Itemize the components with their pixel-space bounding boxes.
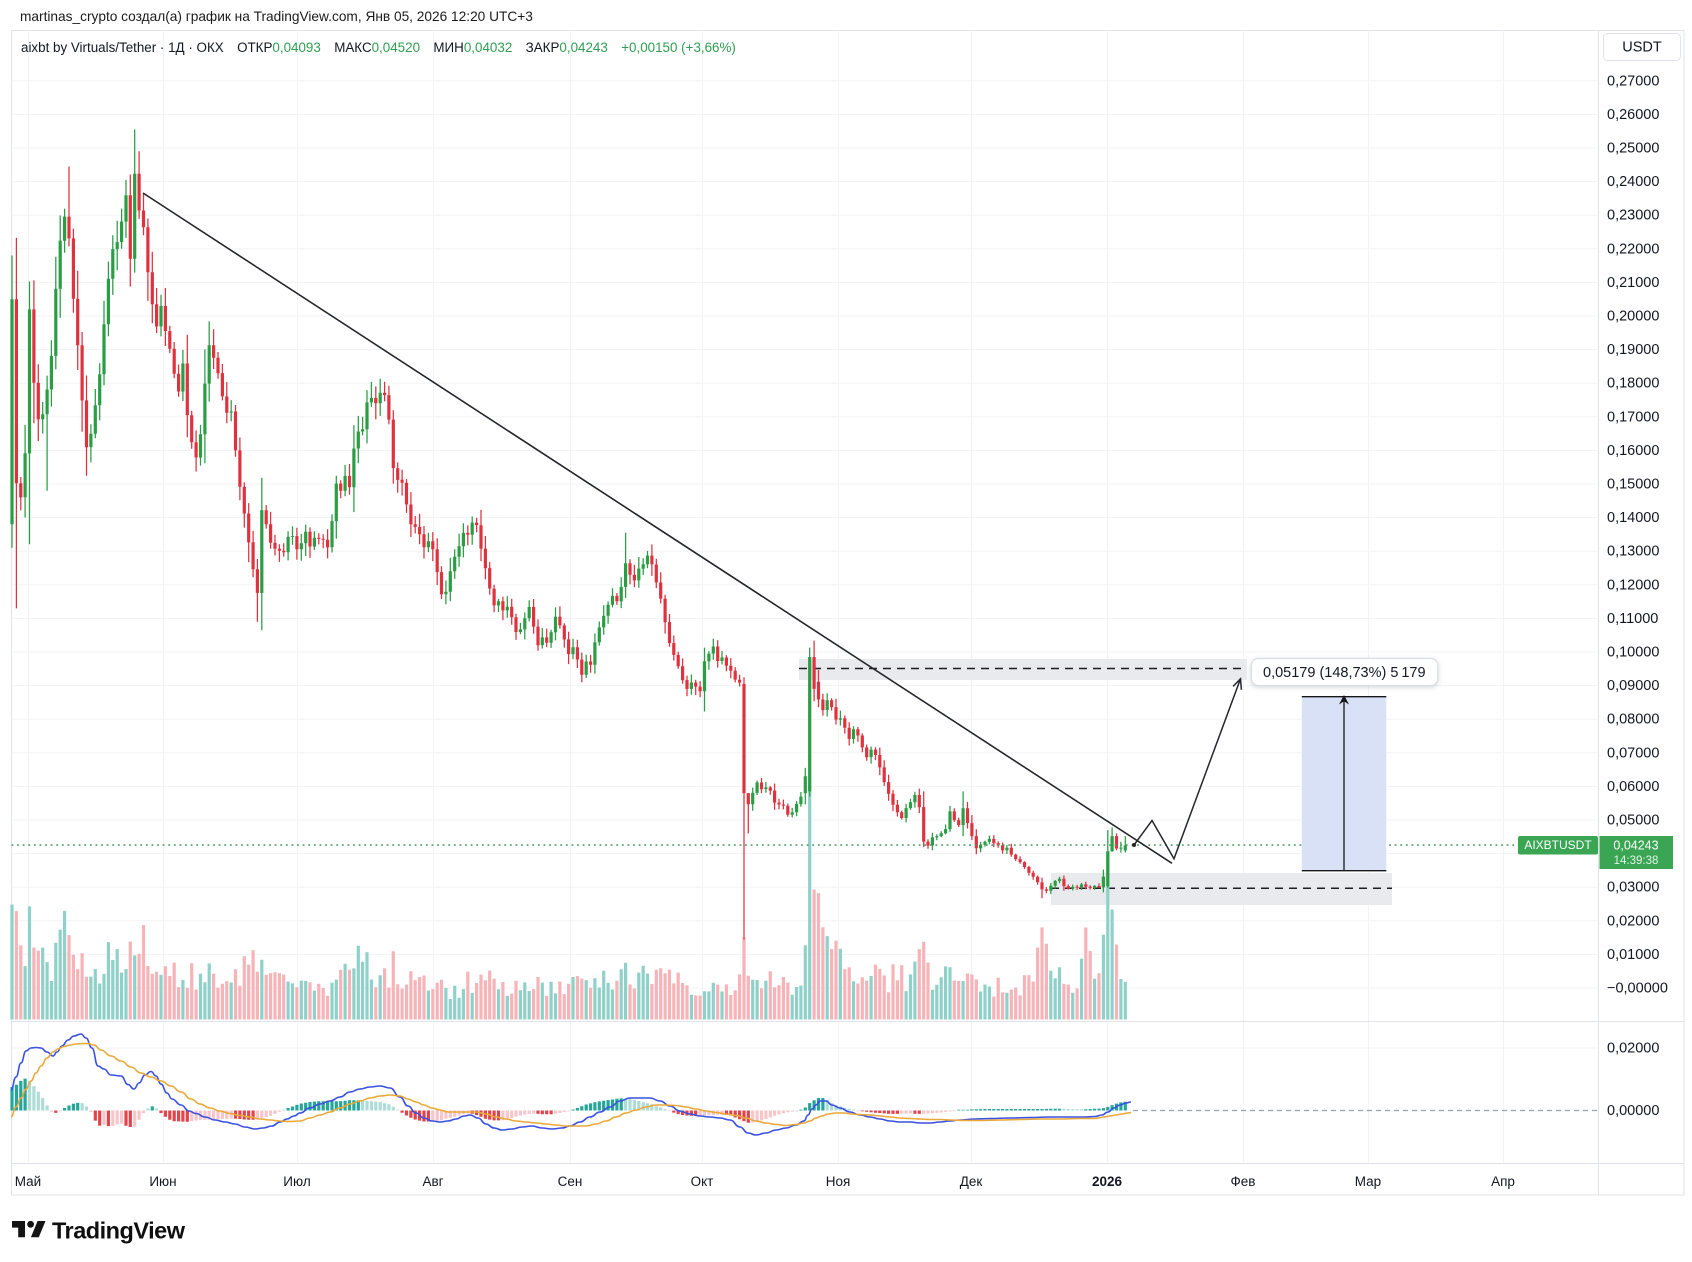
svg-text:−0,00000: −0,00000 xyxy=(1607,981,1668,997)
svg-text:0,27000: 0,27000 xyxy=(1607,73,1659,89)
svg-text:0,19000: 0,19000 xyxy=(1607,342,1659,358)
svg-text:0,06000: 0,06000 xyxy=(1607,779,1659,795)
svg-text:0,08000: 0,08000 xyxy=(1607,712,1659,728)
svg-text:0,05179 (148,73%) 5 179: 0,05179 (148,73%) 5 179 xyxy=(1263,665,1426,681)
svg-text:0,02000: 0,02000 xyxy=(1607,1041,1659,1057)
svg-text:0,18000: 0,18000 xyxy=(1607,376,1659,392)
svg-text:0,03000: 0,03000 xyxy=(1607,880,1659,896)
svg-text:Фев: Фев xyxy=(1231,1174,1256,1189)
svg-text:TradingView: TradingView xyxy=(52,1218,186,1244)
svg-text:0,25000: 0,25000 xyxy=(1607,141,1659,157)
svg-text:0,14000: 0,14000 xyxy=(1607,510,1659,526)
svg-text:14:39:38: 14:39:38 xyxy=(1614,855,1659,867)
svg-text:Окт: Окт xyxy=(691,1174,714,1189)
svg-text:0,24000: 0,24000 xyxy=(1607,174,1659,190)
svg-text:Мар: Мар xyxy=(1355,1174,1381,1189)
svg-text:0,11000: 0,11000 xyxy=(1607,611,1658,627)
svg-text:0,12000: 0,12000 xyxy=(1607,577,1659,593)
svg-text:0,04243: 0,04243 xyxy=(1613,839,1658,853)
svg-text:Апр: Апр xyxy=(1491,1174,1515,1189)
svg-text:0,17000: 0,17000 xyxy=(1607,409,1659,425)
svg-text:0,16000: 0,16000 xyxy=(1607,443,1659,459)
svg-text:0,01000: 0,01000 xyxy=(1607,947,1659,963)
svg-text:0,22000: 0,22000 xyxy=(1607,241,1659,257)
svg-text:AIXBTUSDT: AIXBTUSDT xyxy=(1524,838,1592,852)
svg-text:0,05000: 0,05000 xyxy=(1607,813,1659,829)
svg-text:0,15000: 0,15000 xyxy=(1607,477,1659,493)
svg-text:2026: 2026 xyxy=(1092,1174,1123,1189)
svg-text:0,09000: 0,09000 xyxy=(1607,678,1659,694)
svg-text:0,26000: 0,26000 xyxy=(1607,107,1659,123)
svg-text:0,23000: 0,23000 xyxy=(1607,208,1659,224)
svg-text:USDT: USDT xyxy=(1622,40,1662,56)
svg-text:Дек: Дек xyxy=(960,1174,983,1189)
svg-text:Июл: Июл xyxy=(283,1174,310,1189)
svg-text:0,02000: 0,02000 xyxy=(1607,913,1659,929)
svg-text:Сен: Сен xyxy=(558,1174,583,1189)
svg-text:Май: Май xyxy=(15,1174,41,1189)
svg-text:0,07000: 0,07000 xyxy=(1607,745,1659,761)
svg-text:Июн: Июн xyxy=(149,1174,176,1189)
svg-text:0,10000: 0,10000 xyxy=(1607,645,1659,661)
svg-text:0,13000: 0,13000 xyxy=(1607,544,1659,560)
svg-text:0,00000: 0,00000 xyxy=(1607,1103,1659,1119)
svg-text:0,20000: 0,20000 xyxy=(1607,309,1659,325)
svg-text:0,21000: 0,21000 xyxy=(1607,275,1659,291)
svg-text:Авг: Авг xyxy=(422,1174,443,1189)
svg-text:Ноя: Ноя xyxy=(826,1174,851,1189)
